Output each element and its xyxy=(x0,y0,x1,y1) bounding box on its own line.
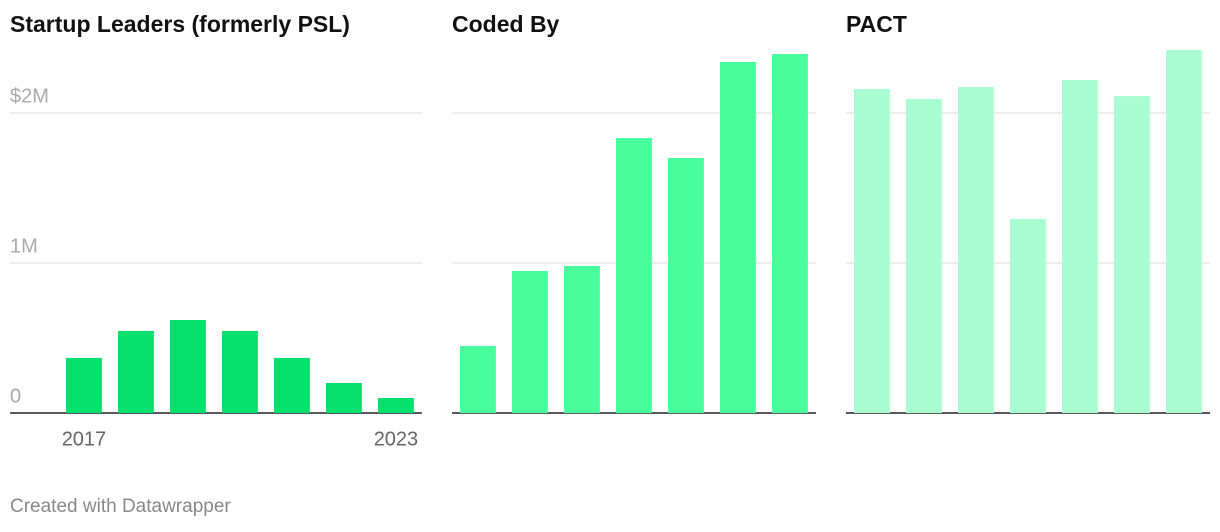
bar xyxy=(66,357,102,413)
bar xyxy=(772,54,808,414)
panel-title: PACT xyxy=(846,11,907,37)
bar xyxy=(378,398,414,413)
bar xyxy=(222,330,258,413)
x-tick-label: 2023 xyxy=(374,428,419,450)
bar xyxy=(720,62,756,413)
bar xyxy=(616,138,652,414)
bar xyxy=(274,357,310,413)
footer: Created with Datawrapper xyxy=(10,496,231,517)
panel-title: Startup Leaders (formerly PSL) xyxy=(10,11,350,37)
bar xyxy=(1114,96,1150,414)
bar xyxy=(512,270,548,413)
bar xyxy=(564,266,600,413)
panel-title: Coded By xyxy=(452,11,560,37)
bar xyxy=(1062,80,1098,413)
y-tick-label: 0 xyxy=(10,385,21,407)
bar xyxy=(1166,50,1202,413)
bar xyxy=(118,330,154,413)
bar xyxy=(460,345,496,413)
bar xyxy=(906,99,942,414)
x-tick-label: 2017 xyxy=(62,428,107,450)
y-tick-label: $2M xyxy=(10,85,49,107)
bar xyxy=(326,383,362,413)
bar xyxy=(854,89,890,413)
bar xyxy=(1010,219,1046,413)
bar xyxy=(170,320,206,413)
y-tick-label: 1M xyxy=(10,235,38,257)
bar xyxy=(958,87,994,414)
bar xyxy=(668,158,704,413)
